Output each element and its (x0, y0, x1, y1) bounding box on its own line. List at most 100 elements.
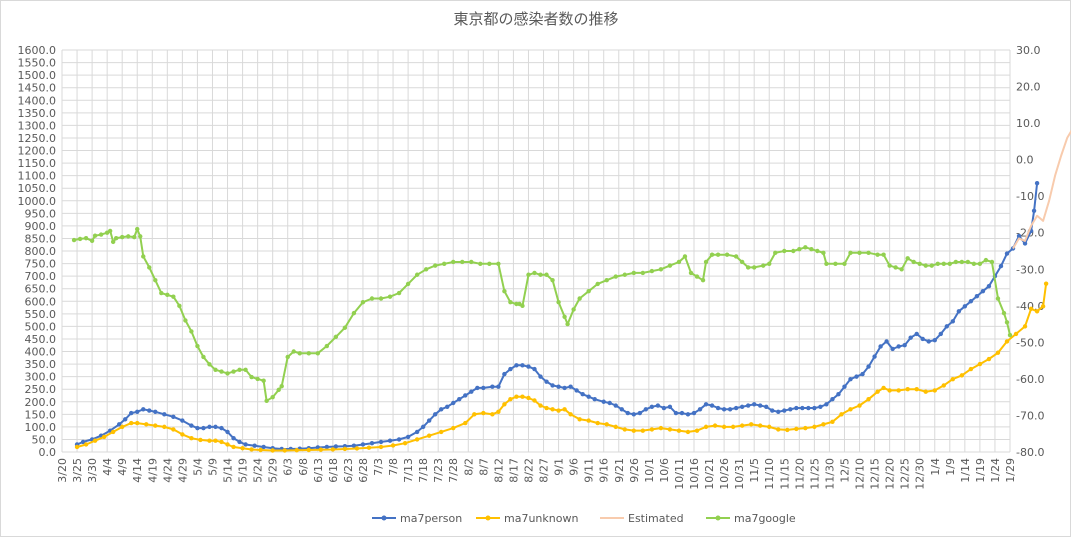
data-point-ma7person (586, 394, 591, 399)
data-point-ma7unknown (649, 427, 655, 432)
data-point-ma7google (959, 259, 965, 265)
data-point-ma7unknown (180, 432, 185, 437)
data-point-ma7person (631, 412, 637, 417)
y-tick-label: 0.0 (39, 446, 57, 459)
data-point-ma7google (577, 296, 582, 301)
series-ma7google (71, 226, 1013, 404)
y-tick-label: 850.0 (25, 232, 57, 245)
data-point-ma7person (854, 374, 859, 379)
data-point-ma7person (538, 374, 543, 379)
data-point-ma7google (378, 296, 384, 301)
legend-marker-ma7google (715, 515, 721, 521)
data-point-ma7google (396, 290, 402, 296)
data-point-ma7unknown (905, 386, 910, 392)
data-point-ma7unknown (463, 420, 468, 426)
y-tick-label: 750.0 (25, 258, 57, 271)
data-point-ma7person (962, 304, 968, 309)
data-point-ma7google (297, 351, 302, 356)
data-point-ma7unknown (390, 443, 396, 448)
y-tick-label: 1350.0 (18, 107, 57, 120)
data-point-ma7google (201, 354, 206, 360)
data-point-ma7person (420, 424, 426, 430)
data-point-ma7google (745, 265, 751, 270)
data-point-ma7google (613, 274, 618, 279)
data-point-ma7unknown (342, 446, 348, 452)
data-point-ma7google (824, 261, 829, 266)
x-axis-ticks: 3/20 3/25 3/30 4/4 4/9 4/14 4/19 4/24 4/29 5/4 5/9… (56, 458, 1017, 490)
x-tick-label: 1/9 (944, 458, 957, 476)
data-point-ma7unknown (550, 407, 555, 412)
data-point-ma7unknown (568, 412, 573, 417)
data-point-ma7google (132, 234, 137, 240)
data-point-ma7google (724, 252, 730, 257)
data-point-ma7google (658, 267, 664, 272)
data-point-ma7unknown (354, 446, 360, 451)
data-point-ma7google (809, 246, 814, 252)
data-point-ma7person (764, 404, 769, 409)
data-point-ma7google (460, 259, 465, 265)
series-ma7person (74, 180, 1040, 452)
data-point-ma7unknown (776, 427, 781, 432)
data-point-ma7google (791, 248, 796, 254)
data-point-ma7person (369, 441, 375, 446)
data-point-ma7person (667, 404, 673, 409)
y-tick-label: 350.0 (25, 358, 57, 371)
data-point-ma7person (514, 363, 519, 368)
data-point-ma7unknown (1013, 331, 1019, 337)
data-point-ma7google (586, 289, 591, 294)
data-point-ma7google (821, 250, 826, 256)
x-tick-label: 4/14 (131, 458, 144, 483)
data-point-ma7person (432, 412, 438, 417)
data-point-ma7unknown (207, 438, 212, 443)
data-point-ma7google (315, 351, 321, 356)
data-point-ma7google (899, 267, 904, 272)
data-point-ma7person (201, 425, 206, 431)
data-point-ma7person (360, 442, 366, 447)
data-point-ma7google (141, 254, 146, 259)
grid-lines (61, 49, 1011, 453)
data-point-ma7unknown (622, 427, 627, 432)
x-tick-label: 10/31 (733, 458, 746, 490)
x-tick-label: 5/14 (222, 458, 235, 483)
x-tick-label: 8/22 (522, 458, 535, 483)
data-point-ma7unknown (830, 419, 835, 425)
data-point-ma7unknown (520, 394, 525, 399)
data-point-ma7person (463, 393, 468, 398)
data-point-ma7unknown (941, 383, 946, 388)
data-point-ma7person (860, 371, 865, 377)
data-point-ma7unknown (306, 447, 311, 453)
data-point-ma7unknown (92, 438, 98, 443)
data-point-ma7unknown (153, 423, 158, 428)
data-point-ma7unknown (748, 422, 754, 427)
data-point-ma7person (788, 407, 793, 412)
data-point-ma7person (80, 439, 86, 445)
data-point-ma7google (264, 398, 269, 404)
data-point-ma7unknown (135, 420, 140, 426)
data-point-ma7google (631, 270, 637, 276)
data-point-ma7unknown (162, 424, 167, 430)
data-point-ma7google (1001, 310, 1007, 316)
data-point-ma7unknown (472, 412, 477, 417)
x-tick-label: 10/11 (673, 458, 686, 490)
data-point-ma7person (932, 337, 937, 343)
x-tick-label: 6/8 (297, 458, 310, 476)
data-point-ma7person (526, 364, 531, 369)
data-point-ma7google (237, 367, 242, 372)
data-point-ma7unknown (640, 428, 646, 433)
y-tick-label: 500.0 (25, 320, 57, 333)
x-tick-label: 9/6 (568, 458, 581, 476)
data-point-ma7person (806, 405, 811, 411)
data-point-ma7unknown (562, 407, 567, 412)
data-point-ma7person (123, 417, 128, 422)
data-point-ma7google (520, 303, 525, 309)
data-point-ma7unknown (631, 428, 637, 433)
data-point-ma7person (866, 364, 871, 369)
y2-tick-label: 20.0 (1016, 81, 1041, 94)
data-point-ma7person (225, 429, 230, 435)
x-tick-label: 7/28 (447, 458, 460, 483)
x-tick-label: 9/11 (583, 458, 596, 483)
y2-axis-ticks: -80.0-70.0-60.0-50.0-40.0-30.0-20.0-10.0… (1016, 44, 1044, 459)
data-point-ma7person (986, 283, 992, 289)
